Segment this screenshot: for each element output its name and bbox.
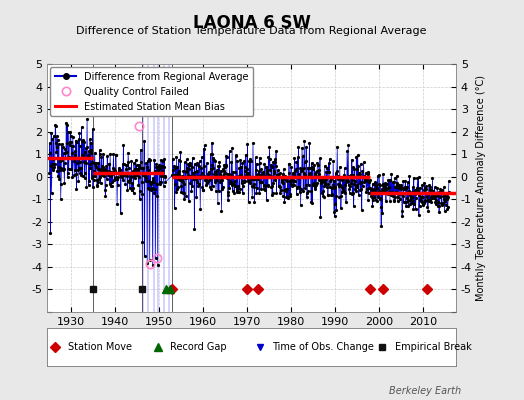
Text: Station Move: Station Move <box>68 342 132 352</box>
Text: Time of Obs. Change: Time of Obs. Change <box>272 342 374 352</box>
Text: Berkeley Earth: Berkeley Earth <box>389 386 461 396</box>
Text: Difference of Station Temperature Data from Regional Average: Difference of Station Temperature Data f… <box>77 26 427 36</box>
Y-axis label: Monthly Temperature Anomaly Difference (°C): Monthly Temperature Anomaly Difference (… <box>476 75 486 301</box>
Text: LAONA 6 SW: LAONA 6 SW <box>193 14 310 32</box>
Text: Empirical Break: Empirical Break <box>395 342 471 352</box>
Legend: Difference from Regional Average, Quality Control Failed, Estimated Station Mean: Difference from Regional Average, Qualit… <box>50 67 254 116</box>
Text: Record Gap: Record Gap <box>170 342 226 352</box>
